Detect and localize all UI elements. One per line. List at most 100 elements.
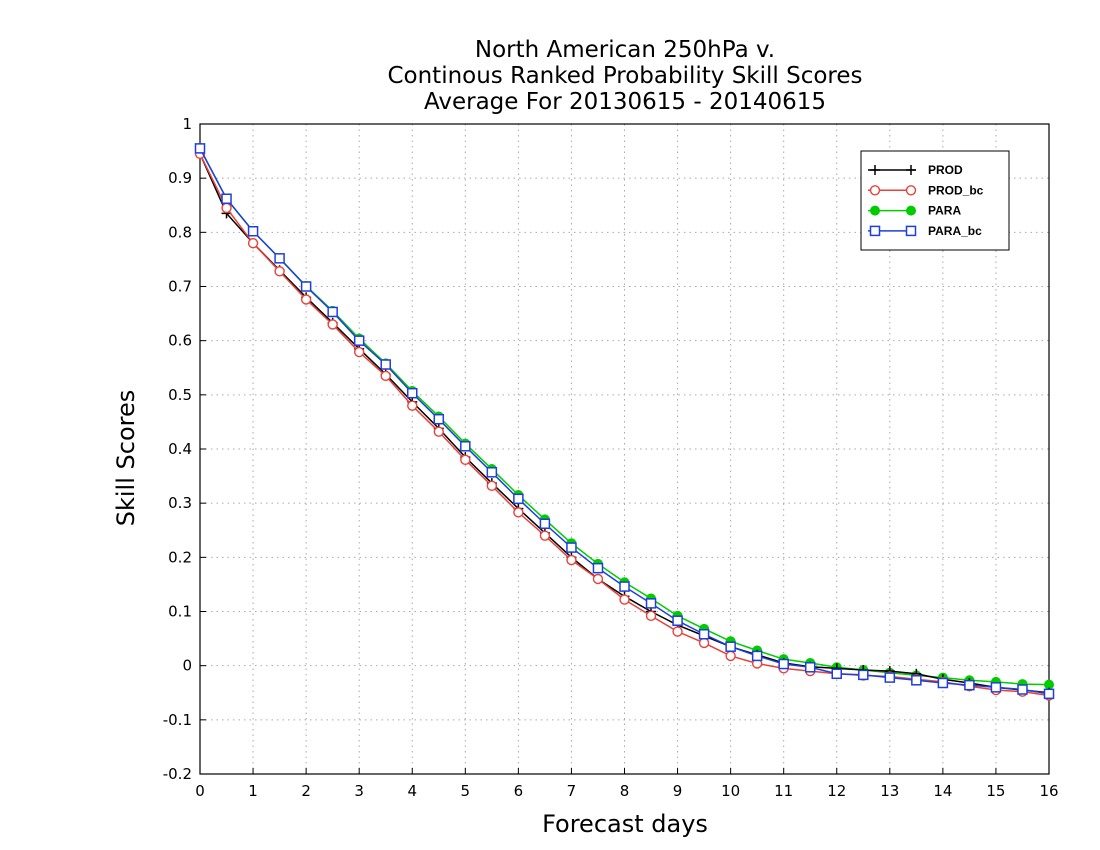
data-point-para-bc [645,598,657,609]
data-point-para-bc [380,359,391,370]
data-point-para-bc [513,493,524,505]
y-tick-label: 0.5 [168,386,192,404]
legend-item-para-bc: PARA_bc [868,224,982,238]
legend-item-para: PARA [868,204,961,218]
x-tick-label: 9 [673,782,683,800]
data-point-prod-bc [486,480,498,492]
data-point-prod-bc [300,294,312,305]
data-point-para-bc [353,335,365,346]
data-point-para-bc [566,542,577,553]
x-tick-label: 12 [827,782,846,800]
x-tick-label: 4 [407,782,417,800]
legend-marker [906,205,916,216]
data-point-para-bc [274,253,285,264]
data-point-prod-bc [460,454,471,466]
x-tick-label: 14 [933,782,952,800]
data-point-prod-bc [619,594,630,605]
data-point-prod-bc [725,650,736,662]
x-tick-label: 8 [620,782,630,800]
data-point-para-bc [1017,684,1028,695]
x-tick-label: 15 [986,782,1005,800]
series-para-bc [194,143,1055,700]
data-point-para-bc [937,677,949,689]
data-point-para-bc [990,682,1002,693]
legend: PROD PROD_bc PARA PARA_bc [860,150,1010,251]
data-point-prod-bc [672,626,683,637]
series-layer [194,143,1055,701]
legend-marker [870,165,880,175]
data-point-prod-bc [645,610,657,622]
data-point-prod-bc [433,426,444,437]
legend-label: PROD [928,163,963,177]
y-tick-label: 0.7 [168,278,192,296]
data-point-para-bc [486,467,498,478]
x-tick-label: 0 [195,782,205,800]
data-point-para-bc [964,679,975,691]
data-point-para-bc [539,518,551,529]
data-point-prod-bc [327,319,338,330]
data-point-para-bc [911,675,922,686]
y-tick-label: 0.1 [168,603,192,621]
data-point-para-bc [725,641,736,652]
legend-marker [869,185,881,196]
x-tick-label: 11 [774,782,793,800]
x-tick-label: 2 [301,782,311,800]
legend-box [860,150,1010,251]
x-tick-label: 5 [461,782,471,800]
x-tick-label: 13 [880,782,899,800]
title-line-1: North American 250hPa v. [475,37,775,63]
data-point-prod-bc [407,400,418,411]
data-point-para-bc [778,658,789,670]
grid [200,124,1049,774]
y-tick-label: 0.9 [168,169,192,187]
data-point-para-bc [221,193,232,204]
legend-label: PROD_bc [928,183,984,197]
x-tick-label: 1 [248,782,258,800]
y-tick-label: 0.2 [168,548,192,566]
data-point-para-bc [300,281,312,292]
y-tick-label: 0.4 [168,440,192,458]
data-point-prod-bc [221,202,232,214]
data-point-para-bc [327,306,338,318]
legend-marker [905,225,917,237]
legend-label: PARA_bc [928,224,982,238]
title-line-2: Continous Ranked Probability Skill Score… [387,63,862,89]
data-point-para-bc [751,650,763,662]
legend-marker [869,225,881,237]
y-tick-label: -0.2 [163,765,192,783]
data-point-para-bc [804,662,816,673]
data-point-para-bc [407,387,418,399]
data-point-para-bc [858,669,869,681]
y-tick-label: 0 [182,657,192,675]
data-point-prod-bc [247,237,259,249]
x-tick-label: 10 [721,782,740,800]
axis-ticks: 0 1 2 3 4 5 6 7 8 9 10 11 12 13 14 15 16-0.2-0.100.10.20… [163,115,1059,800]
data-point-prod-bc [592,573,604,585]
data-point-para-bc [619,581,630,592]
data-point-prod-bc [380,370,391,382]
data-point-para-bc [698,629,710,640]
x-tick-label: 7 [567,782,577,800]
x-tick-label: 3 [354,782,364,800]
y-tick-label: 0.8 [168,223,192,241]
data-point-para-bc [433,413,445,425]
legend-item-prod-bc: PROD_bc [868,183,984,197]
legend-item-prod: PROD [868,163,963,177]
y-tick-label: 1 [182,115,192,133]
data-point-para-bc [194,143,206,154]
legend-label: PARA [928,204,961,218]
chart-title: North American 250hPa v. Continous Ranke… [387,37,862,115]
data-point-prod-bc [274,266,285,277]
data-point-para-bc [592,562,604,574]
title-line-3: Average For 20130615 - 20140615 [424,89,826,115]
x-tick-label: 16 [1039,782,1058,800]
y-axis-label: Skill Scores [112,390,140,527]
data-point-prod-bc [513,507,524,518]
data-point-prod-bc [353,346,365,358]
data-point-para-bc [884,672,896,683]
data-point-prod-bc [566,554,577,566]
data-point-para-bc [831,668,842,680]
legend-marker [906,165,916,175]
data-point-para-bc [672,615,683,626]
data-point-para-bc [1043,688,1055,700]
